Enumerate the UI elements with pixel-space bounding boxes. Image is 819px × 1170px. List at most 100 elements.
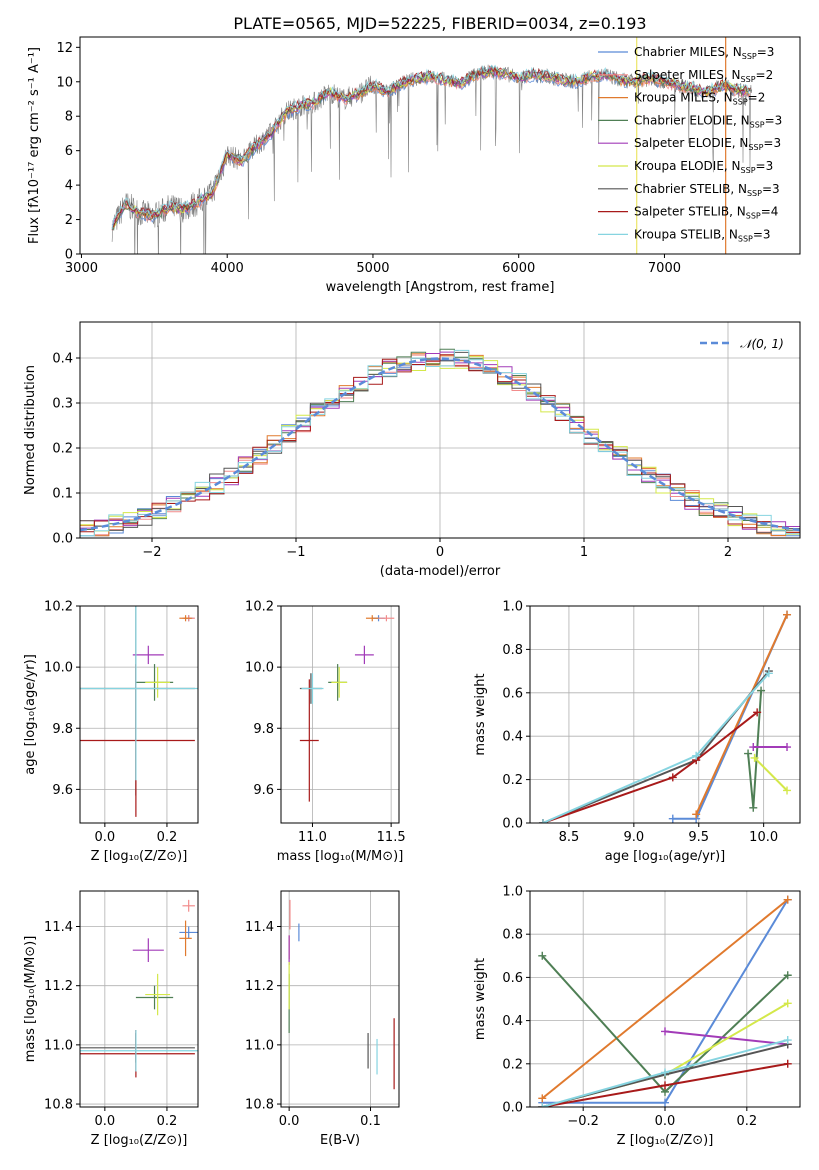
x-tick-label: 0.2 xyxy=(157,1114,178,1129)
weight-marker xyxy=(661,1098,669,1107)
y-tick-label: 10.8 xyxy=(44,1098,73,1113)
x-axis-label: mass [log₁₀(M/M⊙)] xyxy=(277,849,404,864)
weight-marker xyxy=(661,1081,669,1090)
weight-marker xyxy=(538,1103,547,1107)
y-tick-label: 11.0 xyxy=(44,1038,73,1053)
legend-label: Salpeter ELODIE, NSSP=3 xyxy=(634,136,781,152)
y-tick-label: 0.4 xyxy=(502,1014,523,1029)
age-vs-Z-panel: 0.0 0.2 9.6 9.8 10.0 10.2 Z [log₁₀(Z/Z⊙)] age [… xyxy=(23,600,199,864)
axes-frame xyxy=(79,605,199,824)
legend-label: Chabrier ELODIE, NSSP=3 xyxy=(634,113,782,129)
errorbar-point xyxy=(132,645,164,665)
x-tick-label: 1 xyxy=(580,545,588,560)
weight-marker xyxy=(783,895,792,904)
weight-marker xyxy=(749,743,758,752)
weight-marker xyxy=(692,751,701,760)
x-tick-label: 11.5 xyxy=(377,830,406,845)
x-tick-label: 2 xyxy=(724,545,732,560)
weight-marker xyxy=(749,803,758,812)
y-tick-label: 11.4 xyxy=(245,920,274,935)
model-line xyxy=(111,64,751,230)
x-tick-label: 0.2 xyxy=(736,1114,757,1129)
x-axis-label: E(B-V) xyxy=(320,1133,360,1148)
y-tick-label: 11.2 xyxy=(44,979,73,994)
x-tick-label: 4000 xyxy=(211,261,244,276)
weight-vs-age-panel: 8.5 9.0 9.5 10.0 0.0 0.2 0.4 0.6 0.8 1.0 age [log₁… xyxy=(473,600,801,864)
legend-label: Kroupa STELIB, NSSP=3 xyxy=(634,227,771,243)
x-tick-label: −2 xyxy=(142,545,161,560)
y-axis-label: age [log₁₀(age/yr)] xyxy=(23,654,38,775)
errorbar-point xyxy=(80,606,198,781)
legend-label: Chabrier STELIB, NSSP=3 xyxy=(634,182,780,198)
weight-marker xyxy=(783,971,792,980)
errorbar-point xyxy=(179,920,192,957)
y-tick-label: 11.4 xyxy=(44,920,73,935)
spectrum-panel: 3000 4000 5000 6000 7000 0 2 4 6 8 10 12 wavelength … xyxy=(27,36,801,295)
x-axis-label: Z [log₁₀(Z/Z⊙)] xyxy=(617,1133,714,1148)
axes-frame xyxy=(280,605,400,824)
y-axis-label: mass weight xyxy=(473,958,488,1040)
weight-marker xyxy=(692,810,701,819)
weight-line xyxy=(747,690,763,808)
errorbar-point xyxy=(179,615,192,622)
y-axis-label: mass weight xyxy=(473,673,488,755)
errorbar-point xyxy=(179,926,198,939)
y-tick-label: 1.0 xyxy=(502,600,523,615)
y-tick-label: 11.2 xyxy=(245,979,274,994)
weight-marker xyxy=(538,819,547,823)
mass-vs-Z-panel: 0.0 0.2 10.8 11.0 11.2 11.4 Z [log₁₀(Z/Z⊙)] mas… xyxy=(23,890,199,1148)
x-tick-label: 0.2 xyxy=(157,830,178,845)
weight-marker xyxy=(744,749,753,758)
x-axis-label: wavelength [Angstrom, rest frame] xyxy=(326,280,555,295)
legend-label: Kroupa MILES, NSSP=2 xyxy=(634,91,765,107)
weight-line xyxy=(695,614,788,815)
y-tick-label: 0.6 xyxy=(502,686,523,701)
errorbar-point xyxy=(182,899,195,912)
axes-frame xyxy=(79,321,801,539)
y-tick-label: 12 xyxy=(56,41,73,56)
weight-marker xyxy=(668,814,677,823)
axes-frame xyxy=(529,890,801,1108)
weight-marker xyxy=(783,1059,792,1068)
x-tick-label: 5000 xyxy=(356,261,389,276)
x-tick-label: 0 xyxy=(436,545,444,560)
y-tick-label: 0.8 xyxy=(502,643,523,658)
y-tick-label: 0.0 xyxy=(502,817,523,832)
spectrum-legend: Chabrier MILES, NSSP=3 Salpeter MILES, NS… xyxy=(598,45,782,243)
x-tick-label: 9.0 xyxy=(624,830,645,845)
x-axis-label: Z [log₁₀(Z/Z⊙)] xyxy=(91,1133,188,1148)
y-tick-label: 0 xyxy=(65,248,73,263)
age-vs-mass-panel: 11.0 11.5 9.6 9.8 10.0 10.2 mass [log₁₀(M/M⊙)] xyxy=(245,600,406,865)
x-tick-label: 0.0 xyxy=(279,1114,300,1129)
y-tick-label: 1.0 xyxy=(502,885,523,900)
errorbar-point xyxy=(145,973,171,1016)
y-tick-label: 10.0 xyxy=(44,661,73,676)
legend-label: Salpeter STELIB, NSSP=4 xyxy=(634,205,778,221)
residuals-panel: −2 −1 0 1 2 0.0 0.1 0.2 0.3 0.4 (data-model)/error… xyxy=(23,321,801,579)
y-tick-label: 2 xyxy=(65,213,73,228)
x-tick-label: 3000 xyxy=(65,261,98,276)
errorbar-point xyxy=(331,667,348,698)
y-tick-label: 0.6 xyxy=(502,971,523,986)
weight-marker xyxy=(783,999,792,1008)
errorbar-point xyxy=(80,1030,198,1072)
weight-marker xyxy=(783,610,792,619)
x-tick-label: 0.1 xyxy=(360,1114,381,1129)
weight-marker xyxy=(764,669,773,678)
y-tick-label: 0.0 xyxy=(502,1101,523,1116)
axes-frame xyxy=(529,605,801,824)
y-tick-label: 0.2 xyxy=(52,442,73,457)
axes-frame xyxy=(79,890,199,1108)
y-tick-label: 11.0 xyxy=(245,1038,274,1053)
gaussian-curve xyxy=(79,357,801,532)
errorbar-point xyxy=(301,673,324,704)
weight-marker xyxy=(783,1036,792,1045)
weight-marker xyxy=(750,753,759,762)
y-axis-label: Normed distribution xyxy=(23,365,38,495)
x-axis-label: Z [log₁₀(Z/Z⊙)] xyxy=(91,849,188,864)
y-tick-label: 9.6 xyxy=(253,783,274,798)
errorbar-point xyxy=(365,615,379,622)
errorbar-point xyxy=(145,667,171,698)
x-tick-label: 6000 xyxy=(502,261,535,276)
